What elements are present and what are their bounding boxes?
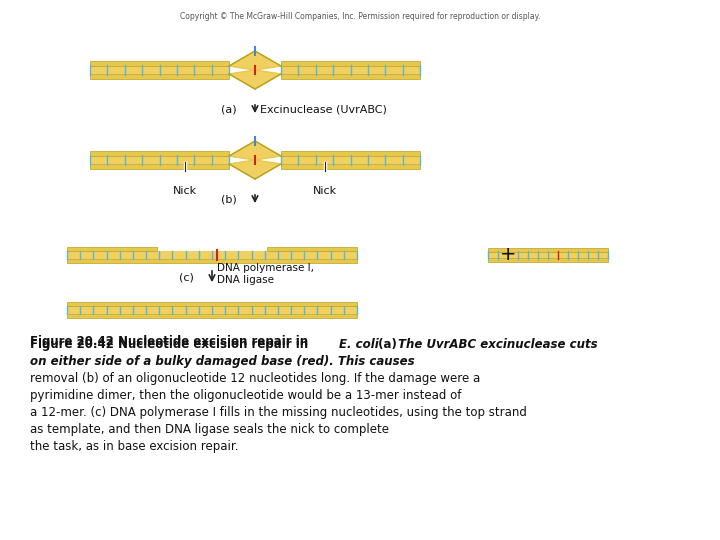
Text: as template, and then DNA ligase seals the nick to complete: as template, and then DNA ligase seals t… bbox=[30, 423, 389, 436]
FancyBboxPatch shape bbox=[281, 151, 420, 156]
Polygon shape bbox=[229, 70, 281, 89]
Text: Nick: Nick bbox=[313, 186, 337, 196]
Text: The UvrABC excinuclease cuts: The UvrABC excinuclease cuts bbox=[398, 338, 598, 351]
Text: (c): (c) bbox=[179, 272, 194, 282]
Text: the task, as in base excision repair.: the task, as in base excision repair. bbox=[30, 440, 238, 453]
FancyBboxPatch shape bbox=[90, 61, 229, 66]
Text: pyrimidine dimer, then the oligonucleotide would be a 13-mer instead of: pyrimidine dimer, then the oligonucleoti… bbox=[30, 389, 462, 402]
Text: Figure 20.42 Nucleotide excision repair in: Figure 20.42 Nucleotide excision repair … bbox=[30, 335, 312, 348]
Text: DNA polymerase I,
DNA ligase: DNA polymerase I, DNA ligase bbox=[217, 263, 314, 285]
FancyBboxPatch shape bbox=[90, 151, 229, 156]
FancyBboxPatch shape bbox=[90, 164, 229, 169]
FancyBboxPatch shape bbox=[267, 247, 357, 252]
FancyBboxPatch shape bbox=[281, 74, 420, 79]
Text: +: + bbox=[500, 246, 516, 265]
Polygon shape bbox=[229, 160, 281, 179]
FancyBboxPatch shape bbox=[281, 156, 420, 164]
Text: (a): (a) bbox=[221, 104, 237, 114]
Text: on either side of a bulky damaged base (red). This causes: on either side of a bulky damaged base (… bbox=[30, 355, 415, 368]
FancyBboxPatch shape bbox=[90, 66, 229, 74]
FancyBboxPatch shape bbox=[488, 252, 608, 258]
Text: removal (b) of an oligonucleotide 12 nucleotides long. If the damage were a: removal (b) of an oligonucleotide 12 nuc… bbox=[30, 372, 480, 385]
FancyBboxPatch shape bbox=[90, 156, 229, 164]
FancyBboxPatch shape bbox=[67, 302, 357, 307]
FancyBboxPatch shape bbox=[488, 248, 608, 252]
FancyBboxPatch shape bbox=[67, 259, 357, 263]
FancyBboxPatch shape bbox=[281, 61, 420, 66]
Text: Figure 20.42 Nucleotide excision repair in: Figure 20.42 Nucleotide excision repair … bbox=[30, 338, 312, 351]
Polygon shape bbox=[229, 141, 281, 160]
FancyBboxPatch shape bbox=[67, 314, 357, 318]
Text: Nick: Nick bbox=[173, 186, 197, 196]
Text: Copyright © The McGraw-Hill Companies, Inc. Permission required for reproduction: Copyright © The McGraw-Hill Companies, I… bbox=[180, 12, 540, 21]
Text: a 12-mer. (c) DNA polymerase I fills in the missing nucleotides, using the top s: a 12-mer. (c) DNA polymerase I fills in … bbox=[30, 406, 527, 419]
Text: Excinuclease (UvrABC): Excinuclease (UvrABC) bbox=[260, 104, 387, 114]
FancyBboxPatch shape bbox=[67, 247, 157, 252]
FancyBboxPatch shape bbox=[281, 164, 420, 169]
Text: (a): (a) bbox=[374, 338, 401, 351]
Text: (b): (b) bbox=[221, 194, 237, 204]
FancyBboxPatch shape bbox=[90, 74, 229, 79]
FancyBboxPatch shape bbox=[67, 307, 357, 314]
FancyBboxPatch shape bbox=[281, 66, 420, 74]
FancyBboxPatch shape bbox=[488, 258, 608, 262]
Polygon shape bbox=[229, 51, 281, 70]
FancyBboxPatch shape bbox=[67, 252, 357, 259]
Text: E. coli: E. coli bbox=[339, 338, 379, 351]
